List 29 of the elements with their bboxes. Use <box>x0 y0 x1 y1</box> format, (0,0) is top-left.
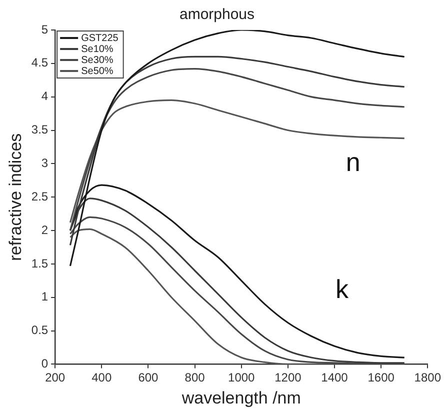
y-tick-label: 5 <box>41 22 48 36</box>
x-tick-label: 1200 <box>274 370 302 385</box>
annotation: n <box>346 146 360 177</box>
x-tick-label: 200 <box>45 370 66 385</box>
x-tick-label: 400 <box>92 370 112 385</box>
x-tick-label: 1400 <box>321 370 348 385</box>
legend-label: Se10% <box>81 44 114 55</box>
y-tick-label: 0.5 <box>31 323 48 338</box>
chart-title: amorphous <box>179 6 255 24</box>
x-tick-label: 1800 <box>414 370 442 385</box>
legend-label: GST225 <box>81 32 119 44</box>
y-tick-label: 4 <box>41 89 48 104</box>
y-axis-title: refractive indices <box>6 133 25 261</box>
x-tick-label: 600 <box>138 370 159 385</box>
x-tick-label: 1000 <box>228 370 256 385</box>
y-tick-label: 1 <box>41 290 48 304</box>
y-tick-label: 3 <box>41 156 48 170</box>
legend-label: Se30% <box>81 54 114 66</box>
x-axis-title: wavelength /nm <box>180 388 301 408</box>
y-tick-label: 2.5 <box>31 189 48 204</box>
annotation: k <box>335 274 350 304</box>
y-tick-label: 0 <box>41 356 48 371</box>
y-tick-label: 3.5 <box>31 122 48 137</box>
y-tick-label: 1.5 <box>31 256 48 270</box>
legend-label: Se50% <box>81 66 114 77</box>
y-tick-label: 4.5 <box>31 56 48 70</box>
y-tick-label: 2 <box>41 222 48 237</box>
x-tick-label: 1600 <box>368 370 395 385</box>
x-tick-label: 800 <box>184 370 206 385</box>
